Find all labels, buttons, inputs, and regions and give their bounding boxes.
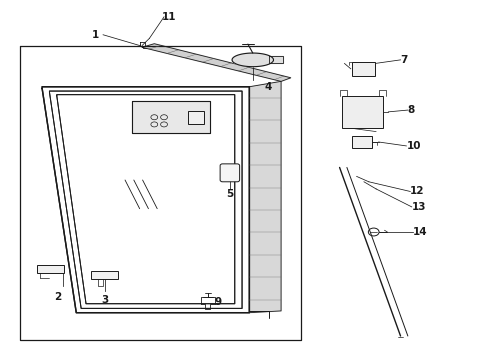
Text: 12: 12 [409, 186, 424, 197]
Text: 4: 4 [264, 82, 271, 92]
Bar [91, 271, 118, 279]
Text: 3: 3 [101, 295, 108, 305]
Text: 1: 1 [92, 30, 99, 40]
Bar [351, 136, 371, 148]
Bar [188, 111, 203, 125]
Polygon shape [249, 81, 281, 313]
Polygon shape [268, 56, 283, 63]
Polygon shape [142, 44, 290, 81]
Text: 7: 7 [400, 55, 407, 65]
Text: 2: 2 [55, 292, 61, 302]
Bar [351, 62, 374, 76]
Bar [37, 265, 64, 273]
FancyBboxPatch shape [220, 164, 239, 182]
Text: 10: 10 [406, 141, 420, 151]
Polygon shape [132, 101, 210, 134]
Text: 6: 6 [170, 107, 177, 117]
Text: 8: 8 [407, 105, 414, 115]
Text: 14: 14 [412, 227, 427, 237]
Text: 9: 9 [214, 297, 221, 307]
Text: 13: 13 [411, 202, 426, 212]
Text: 5: 5 [226, 189, 233, 199]
Text: 11: 11 [162, 12, 176, 22]
Polygon shape [42, 87, 249, 313]
Polygon shape [232, 53, 273, 67]
Bar [341, 96, 383, 128]
